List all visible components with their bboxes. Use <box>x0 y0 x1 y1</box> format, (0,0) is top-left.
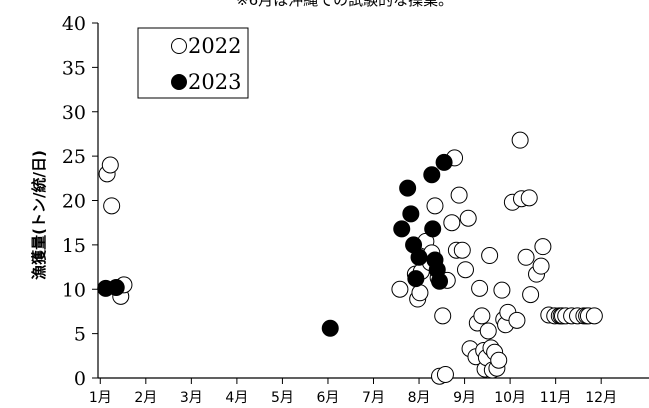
data-point-2022 <box>493 281 511 299</box>
data-point-2023 <box>410 248 428 266</box>
x-tick-label: 4月 <box>225 390 248 406</box>
x-tick-label: 8月 <box>408 390 431 406</box>
data-point-2022 <box>426 197 444 215</box>
x-tick-label: 12月 <box>585 390 617 406</box>
y-tick-label: 25 <box>62 146 86 168</box>
data-point-2022 <box>508 311 526 329</box>
data-point-2022 <box>103 197 121 215</box>
data-point-2022 <box>585 307 603 325</box>
data-point-2023 <box>435 153 453 171</box>
data-point-2022 <box>436 365 454 383</box>
y-tick-label: 35 <box>62 57 86 79</box>
data-point-2022 <box>534 238 552 256</box>
legend-box <box>137 27 249 99</box>
x-tick-label: 9月 <box>453 390 476 406</box>
series-2023-points <box>97 153 453 337</box>
data-point-2022 <box>411 284 429 302</box>
data-point-2022 <box>471 279 489 297</box>
data-point-2022 <box>511 131 529 149</box>
data-point-2023 <box>402 205 420 223</box>
data-point-2022 <box>391 280 409 298</box>
x-tick-label: 1月 <box>89 390 112 406</box>
data-point-2023 <box>107 278 125 296</box>
x-tick-label: 2月 <box>134 390 157 406</box>
data-point-2022 <box>450 186 468 204</box>
data-point-2023 <box>393 220 411 238</box>
data-point-2022 <box>481 247 499 265</box>
x-tick-label: 10月 <box>494 390 526 406</box>
y-tick-label: 5 <box>74 324 86 346</box>
data-point-2022 <box>101 156 119 174</box>
data-point-2022 <box>459 209 477 227</box>
data-point-2022 <box>453 241 471 259</box>
x-tick-label: 11月 <box>540 390 572 406</box>
y-axis-ticks: 0 5 10 15 20 25 30 35 40 <box>62 13 98 390</box>
chart-note: ※6月は沖縄での試験的な操業。 <box>236 0 453 9</box>
data-point-2022 <box>532 257 550 275</box>
legend-label-2022: 2022 <box>188 34 241 58</box>
data-point-2023 <box>399 179 417 197</box>
y-tick-label: 20 <box>62 191 86 213</box>
data-point-2022 <box>517 248 535 266</box>
legend: 2022 2023 <box>137 27 249 99</box>
x-axis-ticks: 1月 2月 3月 4月 5月 6月 7月 8月 9月 10月 11月 12月 <box>89 378 617 406</box>
data-point-2023 <box>423 166 441 184</box>
y-tick-label: 40 <box>62 13 86 35</box>
data-point-2023 <box>431 272 449 290</box>
legend-marker-2023 <box>171 74 187 90</box>
series-2022-points <box>98 131 603 385</box>
y-tick-label: 15 <box>62 235 86 257</box>
data-point-2022 <box>479 322 497 340</box>
legend-label-2023: 2023 <box>188 70 241 94</box>
data-point-2022 <box>456 261 474 279</box>
data-point-2022 <box>443 214 461 232</box>
x-tick-label: 7月 <box>362 390 385 406</box>
data-point-2022 <box>473 307 491 325</box>
y-tick-label: 30 <box>62 102 86 124</box>
data-point-2022 <box>434 307 452 325</box>
y-tick-label: 10 <box>62 279 86 301</box>
x-tick-label: 6月 <box>317 390 340 406</box>
data-point-2023 <box>424 220 442 238</box>
x-tick-label: 5月 <box>271 390 294 406</box>
data-point-2023 <box>407 270 425 288</box>
data-point-2022 <box>522 286 540 304</box>
data-point-2023 <box>321 319 339 337</box>
y-tick-label: 0 <box>74 368 86 390</box>
x-tick-label: 3月 <box>180 390 203 406</box>
data-point-2022 <box>490 351 508 369</box>
data-point-2022 <box>520 189 538 207</box>
legend-marker-2022 <box>171 38 187 54</box>
y-axis-label: 漁獲量(トン/統/日) <box>30 150 48 280</box>
